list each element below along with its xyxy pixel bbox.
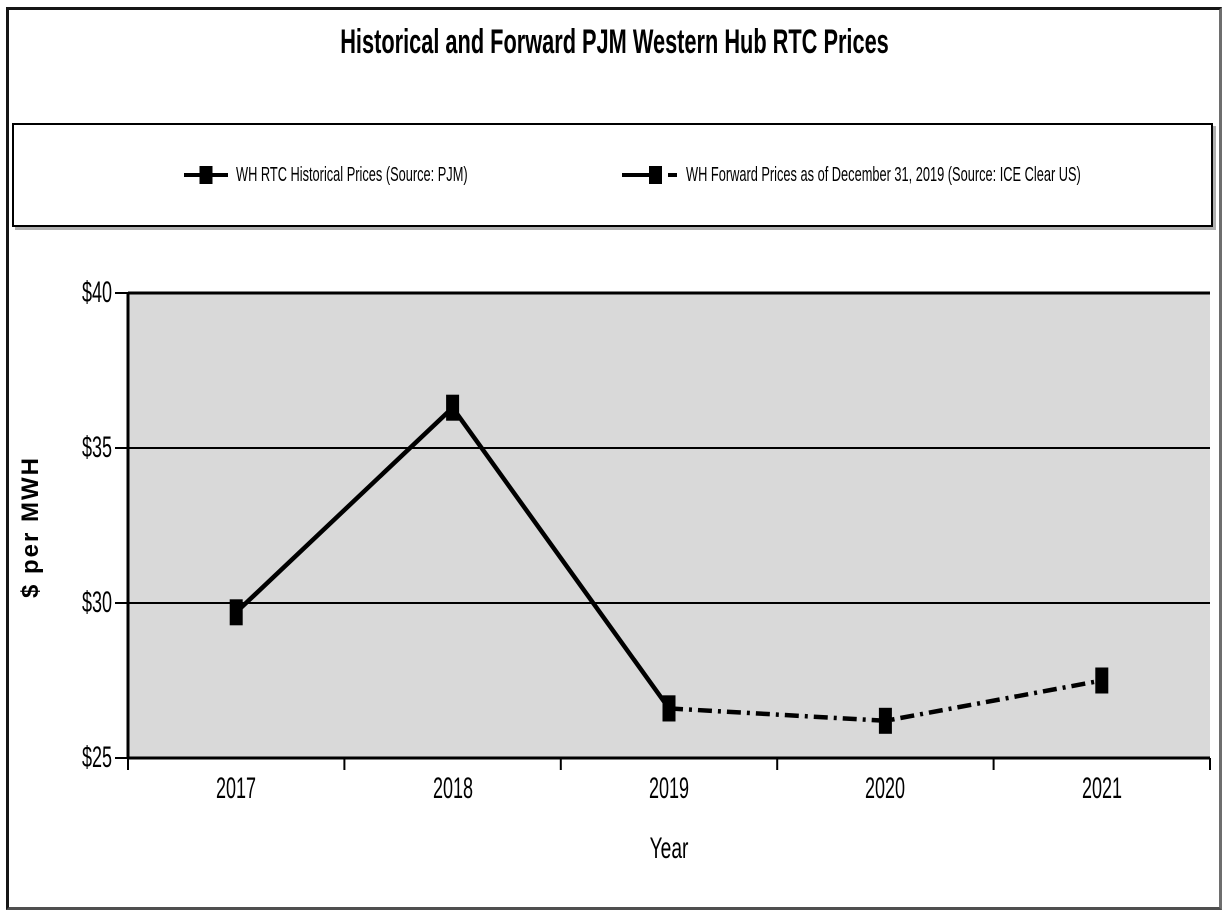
data-point-marker	[229, 599, 243, 626]
dash-dot-line-square-marker-icon	[622, 166, 677, 184]
legend: WH RTC Historical Prices (Source: PJM) W…	[12, 123, 1213, 227]
x-tick-label: 2017	[216, 772, 257, 805]
data-point-marker	[1095, 667, 1109, 694]
y-tick-label: $25	[81, 741, 112, 774]
x-axis-title: Year	[649, 832, 689, 865]
data-point-marker	[446, 394, 460, 421]
plot-background	[128, 293, 1210, 758]
x-tick-label: 2018	[432, 772, 473, 805]
x-tick-label: 2020	[865, 772, 906, 805]
legend-label-forward: WH Forward Prices as of December 31, 201…	[686, 164, 1081, 186]
solid-line-square-marker-icon	[184, 166, 228, 184]
data-point-marker	[662, 695, 676, 722]
chart-title: Historical and Forward PJM Western Hub R…	[340, 23, 889, 61]
legend-label-historical: WH RTC Historical Prices (Source: PJM)	[236, 164, 468, 186]
legend-item-forward: WH Forward Prices as of December 31, 201…	[622, 162, 1229, 188]
x-tick-label: 2021	[1081, 772, 1122, 805]
data-point-marker	[878, 707, 892, 734]
legend-item-historical: WH RTC Historical Prices (Source: PJM)	[184, 162, 598, 188]
y-tick-label: $40	[81, 276, 112, 309]
y-tick-label: $30	[81, 586, 112, 619]
x-tick-label: 2019	[648, 772, 690, 805]
y-tick-label: $35	[81, 431, 112, 464]
